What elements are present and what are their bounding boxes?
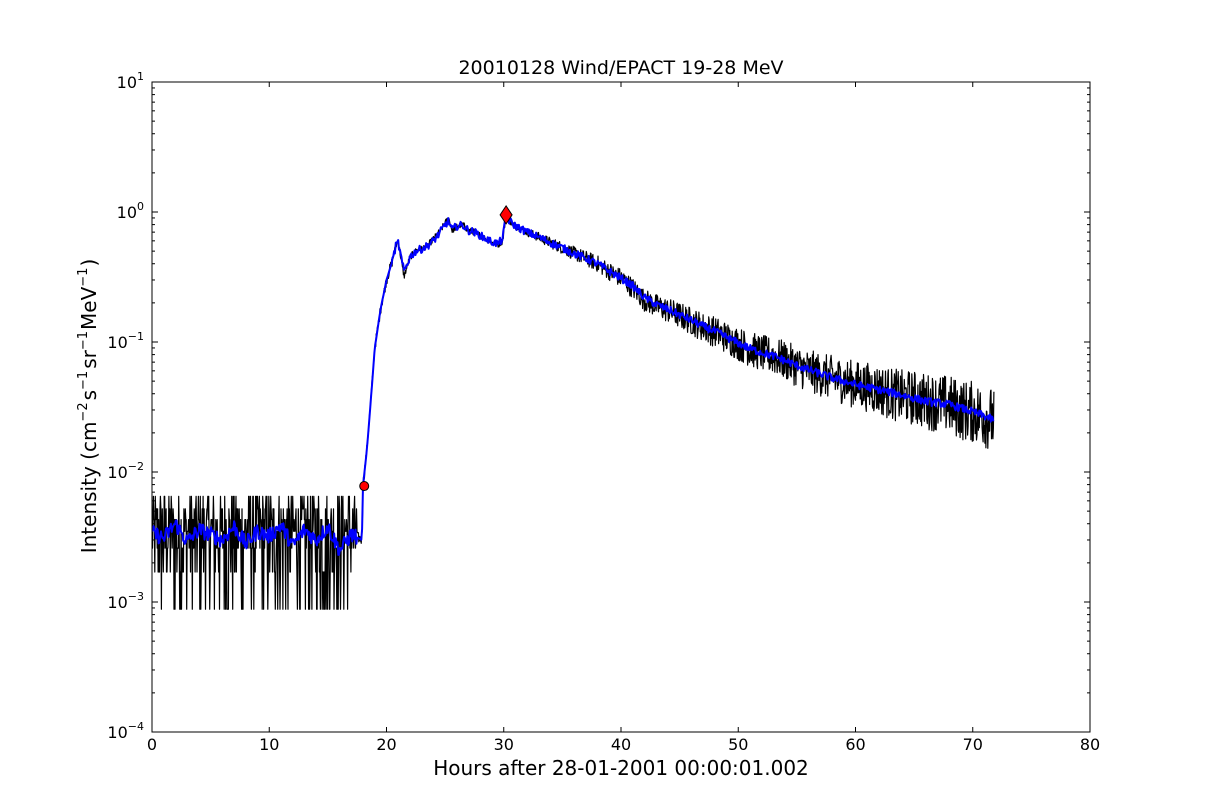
x-tick-label: 20 <box>376 735 396 754</box>
x-tick-label: 0 <box>147 735 157 754</box>
svg-text:Intensity (cm−2s−1sr−1MeV−1): Intensity (cm−2s−1sr−1MeV−1) <box>76 259 101 554</box>
y-tick-label: 10−4 <box>107 720 144 742</box>
chart-title: 20010128 Wind/EPACT 19-28 MeV <box>458 57 783 79</box>
x-axis-label: Hours after 28-01-2001 00:00:01.002 <box>433 756 809 780</box>
x-tick-label: 70 <box>963 735 983 754</box>
x-tick-label: 30 <box>494 735 514 754</box>
onset-marker <box>359 481 370 492</box>
x-tick-label: 60 <box>845 735 865 754</box>
y-axis-label-mid1: s <box>77 390 101 400</box>
y-axis-label-prefix: Intensity (cm <box>77 422 101 554</box>
y-axis-ticks: 10−4 10−3 10−2 10−1 100 101 <box>107 70 1090 742</box>
y-tick-label: 101 <box>117 70 144 92</box>
y-axis-label-suffix: ) <box>77 259 101 267</box>
y-tick-label: 10−2 <box>107 460 144 482</box>
y-tick-label: 10−3 <box>107 590 144 612</box>
y-axis-label-exp3: −1 <box>76 331 91 350</box>
x-tick-label: 80 <box>1080 735 1100 754</box>
x-tick-label: 50 <box>728 735 748 754</box>
x-tick-label: 10 <box>259 735 279 754</box>
y-axis-label-mid3: MeV <box>77 286 101 330</box>
x-tick-label: 40 <box>611 735 631 754</box>
marker-layer <box>359 204 513 492</box>
series-layer <box>152 215 995 610</box>
y-tick-label: 100 <box>117 200 144 222</box>
series-raw-intensity <box>152 215 995 610</box>
y-axis-label-exp1: −2 <box>76 402 91 421</box>
y-tick-label: 10−1 <box>107 330 144 352</box>
x-axis-ticks: 0 10 20 30 40 50 60 70 80 <box>147 82 1100 754</box>
series-smoothed-intensity <box>152 215 995 556</box>
y-axis-label: Intensity (cm−2s−1sr−1MeV−1) <box>76 259 101 554</box>
y-axis-label-mid2: sr <box>77 349 101 368</box>
y-axis-label-exp2: −1 <box>76 371 91 390</box>
y-axis-label-exp4: −1 <box>76 268 91 287</box>
peak-marker <box>499 204 513 225</box>
